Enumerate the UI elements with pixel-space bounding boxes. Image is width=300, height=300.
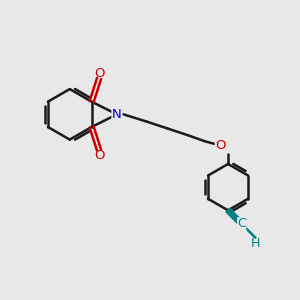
- Text: H: H: [251, 236, 260, 250]
- Text: O: O: [94, 149, 104, 162]
- Text: O: O: [215, 139, 226, 152]
- Text: O: O: [94, 67, 104, 80]
- Text: C: C: [237, 218, 246, 230]
- Text: N: N: [112, 108, 122, 121]
